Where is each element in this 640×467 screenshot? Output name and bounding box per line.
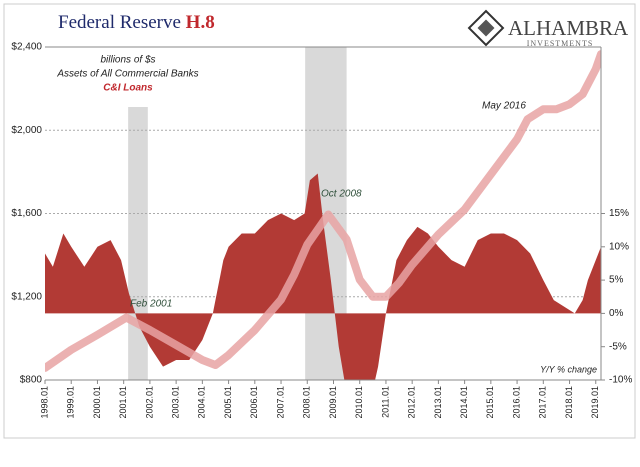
chart-title: Federal Reserve H.8 xyxy=(58,12,215,33)
x-tick-label: 2015.01 xyxy=(485,386,495,419)
x-tick-label: 2000.01 xyxy=(92,386,102,419)
y-tick-label: $2,400 xyxy=(11,42,42,53)
x-tick-label: 2010.01 xyxy=(354,386,364,419)
x-tick-label: 2012.01 xyxy=(407,386,417,419)
recession-shade xyxy=(128,107,148,380)
y2-tick-label: 15% xyxy=(609,208,629,219)
annotation: Oct 2008 xyxy=(321,189,362,200)
y-tick-label: $1,600 xyxy=(11,208,42,219)
x-tick-label: 2004.01 xyxy=(197,386,207,419)
annotation: May 2016 xyxy=(482,101,526,112)
level-line xyxy=(45,50,601,372)
y2-tick-label: -5% xyxy=(609,341,627,352)
yoy-area xyxy=(45,173,601,380)
x-tick-label: 2019.01 xyxy=(590,386,600,419)
annotation: Feb 2001 xyxy=(130,299,172,310)
logo-inner xyxy=(477,19,495,37)
y2-tick-label: -10% xyxy=(609,375,632,386)
x-tick-label: 2005.01 xyxy=(223,386,233,419)
y2-tick-label: 0% xyxy=(609,308,624,319)
logo xyxy=(467,9,505,47)
x-tick-label: 2011.01 xyxy=(380,386,390,418)
x-tick-label: 2016.01 xyxy=(511,386,521,419)
x-tick-label: 1998.01 xyxy=(39,386,49,419)
x-tick-label: 2017.01 xyxy=(538,386,548,419)
y-tick-label: $800 xyxy=(20,375,43,386)
frame xyxy=(3,3,636,439)
logo-diamond xyxy=(467,9,505,47)
y-tick-label: $2,000 xyxy=(11,125,42,136)
brand: ALHAMBRA xyxy=(508,16,629,40)
x-tick-label: 2001.01 xyxy=(118,386,128,419)
brand-sub: INVESTMENTS xyxy=(527,39,594,48)
title-suffix: H.8 xyxy=(186,12,215,33)
x-tick-label: 2007.01 xyxy=(275,386,285,419)
x-tick-label: 2008.01 xyxy=(302,386,312,419)
annotation: Y/Y % change xyxy=(540,364,597,374)
y-tick-label: $1,200 xyxy=(11,291,42,302)
annotation: Assets of All Commercial Banks xyxy=(56,69,198,80)
x-tick-label: 2018.01 xyxy=(564,386,574,419)
annotation: C&I Loans xyxy=(103,83,153,94)
y2-tick-label: 10% xyxy=(609,241,629,252)
x-tick-label: 2014.01 xyxy=(459,386,469,419)
x-tick-label: 2009.01 xyxy=(328,386,338,419)
x-tick-label: 1999.01 xyxy=(66,386,76,419)
x-tick-label: 2003.01 xyxy=(171,386,181,419)
title-main: Federal Reserve xyxy=(58,12,181,33)
x-tick-label: 2013.01 xyxy=(433,386,443,419)
annotation: billions of $s xyxy=(100,55,155,66)
x-tick-label: 2006.01 xyxy=(249,386,259,419)
plot xyxy=(45,46,601,381)
x-tick-label: 2002.01 xyxy=(144,386,154,419)
y2-tick-label: 5% xyxy=(609,275,624,286)
